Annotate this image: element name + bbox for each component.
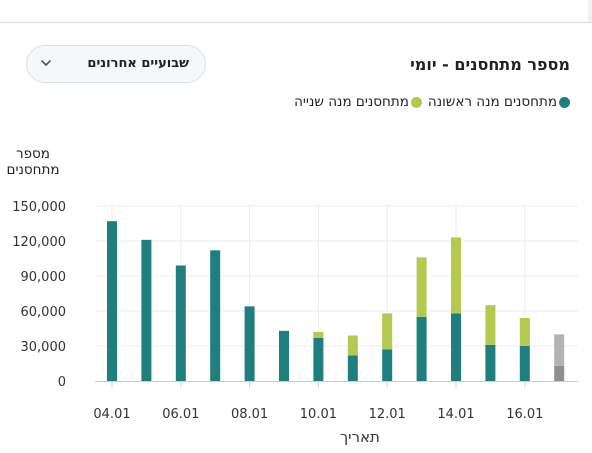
- bar-second-dose: [451, 237, 461, 314]
- chevron-down-icon: [41, 60, 51, 66]
- bar-first-dose: [554, 365, 565, 381]
- y-tick-label: 60,000: [21, 305, 67, 320]
- bar-first-dose: [416, 316, 427, 381]
- bar-second-dose: [382, 313, 393, 350]
- time-range-selected-value: שבועיים אחרונים: [87, 56, 189, 71]
- legend-swatch-second-dose: [410, 96, 422, 108]
- time-range-select[interactable]: שבועיים אחרונים: [26, 45, 206, 83]
- bar-first-dose: [519, 346, 530, 381]
- legend-item-first-dose[interactable]: מתחסנים מנה ראשונה: [428, 94, 570, 110]
- x-tick-label: 04.01: [93, 407, 130, 422]
- bar-second-dose: [519, 318, 530, 346]
- bar-second-dose: [554, 334, 565, 366]
- bar-first-dose: [451, 313, 461, 381]
- bar-second-dose: [313, 332, 324, 338]
- y-axis-label: מספר מתחסנים: [6, 146, 60, 178]
- bar-first-dose: [485, 344, 496, 381]
- bar-first-dose: [141, 239, 152, 381]
- x-tick-label: 06.01: [162, 407, 199, 422]
- scrollbar-stub: [588, 0, 592, 22]
- top-divider: [0, 22, 592, 23]
- bar-first-dose: [175, 265, 186, 381]
- chart-title: מספר מתחסנים - יומי: [410, 55, 570, 74]
- y-tick-label: 30,000: [21, 340, 67, 355]
- bar-second-dose: [347, 335, 358, 356]
- legend-item-second-dose[interactable]: מתחסנים מנה שנייה: [294, 94, 422, 110]
- y-tick-label: 150,000: [12, 200, 66, 215]
- bar-second-dose: [416, 257, 427, 317]
- bar-first-dose: [313, 337, 324, 381]
- bar-second-dose: [485, 305, 496, 345]
- bar-first-dose: [347, 355, 358, 381]
- y-tick-label: 90,000: [21, 270, 67, 285]
- x-tick-label: 16.01: [506, 407, 543, 422]
- bar-first-dose: [210, 250, 221, 381]
- legend-label-first-dose: מתחסנים מנה ראשונה: [427, 94, 557, 110]
- x-axis-label: תאריך: [340, 428, 380, 446]
- x-tick-label: 08.01: [231, 407, 268, 422]
- y-tick-label: 0: [58, 375, 66, 390]
- y-tick-label: 120,000: [12, 235, 66, 250]
- chart-legend: מתחסנים מנה ראשונה מתחסנים מנה שנייה: [294, 94, 570, 110]
- bar-first-dose: [382, 349, 393, 381]
- x-tick-label: 10.01: [300, 407, 337, 422]
- bar-first-dose: [107, 221, 117, 381]
- bar-first-dose: [279, 330, 289, 381]
- x-tick-label: 14.01: [437, 407, 474, 422]
- legend-swatch-first-dose: [559, 96, 570, 108]
- bar-first-dose: [244, 306, 255, 381]
- x-tick-label: 12.01: [369, 407, 406, 422]
- legend-label-second-dose: מתחסנים מנה שנייה: [294, 94, 409, 110]
